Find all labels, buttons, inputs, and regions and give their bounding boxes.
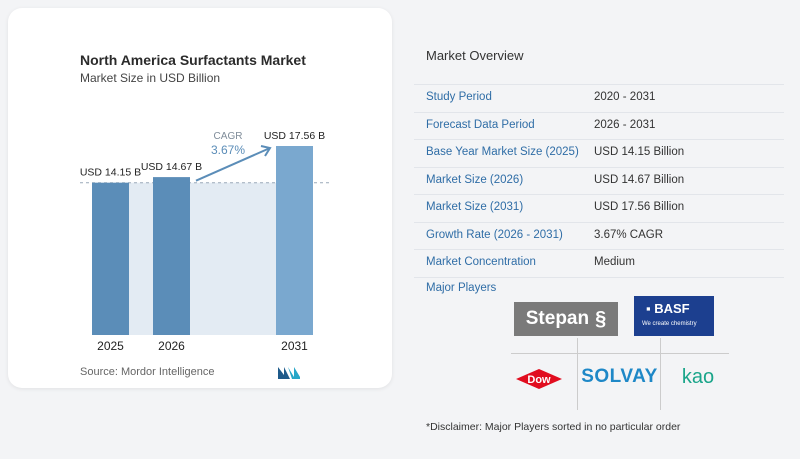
chart-title: North America Surfactants Market: [80, 52, 306, 68]
row-value: USD 17.56 Billion: [594, 201, 685, 213]
stepan-logo: Stepan §: [514, 302, 618, 336]
cagr-arrow: [195, 147, 271, 182]
kao-logo: kao: [681, 365, 715, 388]
logo-divider: [511, 353, 729, 354]
bar: [153, 177, 190, 335]
row-label: Forecast Data Period: [426, 118, 535, 131]
logo-divider: [577, 338, 578, 410]
mordor-logo-icon: [278, 367, 300, 379]
x-tick-label: 2025: [97, 339, 124, 353]
row-label: Market Size (2026): [426, 173, 524, 186]
cagr-arrow-head: [260, 145, 272, 157]
solvay-logo: SOLVAY: [581, 366, 658, 387]
row-label: Base Year Market Size (2025): [426, 146, 579, 158]
basf-logo-text: ▪ BASF: [646, 301, 690, 316]
source-text: Source: Mordor Intelligence: [80, 366, 215, 378]
bar-value-label: USD 14.67 B: [141, 161, 202, 173]
overview-title: Market Overview: [426, 48, 524, 63]
overview-table: Study Period 2020 - 2031 Forecast Data P…: [414, 84, 784, 278]
stepan-s-icon: §: [595, 307, 607, 330]
bar-value-label: USD 14.15 B: [80, 167, 141, 179]
cagr-value: 3.67%: [211, 143, 245, 157]
bar: [92, 182, 129, 335]
bar: [276, 146, 313, 335]
bar-value-label: USD 17.56 B: [264, 130, 325, 142]
row-value: 2026 - 2031: [594, 118, 656, 131]
row-value: 3.67% CAGR: [594, 228, 664, 241]
chart-subtitle: Market Size in USD Billion: [80, 71, 221, 85]
row-label: Market Size (2031): [426, 201, 524, 213]
table-row: Base Year Market Size (2025) USD 14.15 B…: [414, 140, 784, 168]
row-label: Study Period: [426, 91, 492, 103]
table-row: Market Concentration Medium: [414, 250, 784, 278]
dow-logo-text: Dow: [527, 374, 551, 386]
disclaimer-text: *Disclaimer: Major Players sorted in no …: [426, 421, 681, 433]
dow-logo: Dow: [516, 369, 562, 389]
major-players-title: Major Players: [426, 282, 497, 294]
row-label: Growth Rate (2026 - 2031): [426, 228, 563, 241]
x-tick-label: 2026: [158, 339, 185, 353]
table-row: Market Size (2031) USD 17.56 Billion: [414, 195, 784, 223]
table-row: Growth Rate (2026 - 2031) 3.67% CAGR: [414, 223, 784, 250]
row-label: Market Concentration: [426, 256, 536, 268]
basf-tagline: We create chemistry: [642, 321, 697, 327]
table-row: Market Size (2026) USD 14.67 Billion: [414, 168, 784, 195]
table-row: Forecast Data Period 2026 - 2031: [414, 113, 784, 140]
cagr-label: CAGR: [214, 131, 243, 142]
basf-logo: ▪ BASF We create chemistry: [634, 296, 714, 336]
x-tick-label: 2031: [281, 339, 308, 353]
logo-divider: [660, 338, 661, 410]
row-value: 2020 - 2031: [594, 91, 656, 103]
row-value: USD 14.15 Billion: [594, 146, 685, 158]
row-value: USD 14.67 Billion: [594, 173, 685, 186]
table-row: Study Period 2020 - 2031: [414, 84, 784, 113]
row-value: Medium: [594, 256, 635, 268]
stepan-logo-text: Stepan: [525, 308, 590, 329]
market-overview-panel: Market Overview Study Period 2020 - 2031…: [414, 0, 800, 459]
bar-chart: USD 14.15 B 2025 USD 14.67 B 2026 USD 17.56 …: [80, 130, 330, 353]
